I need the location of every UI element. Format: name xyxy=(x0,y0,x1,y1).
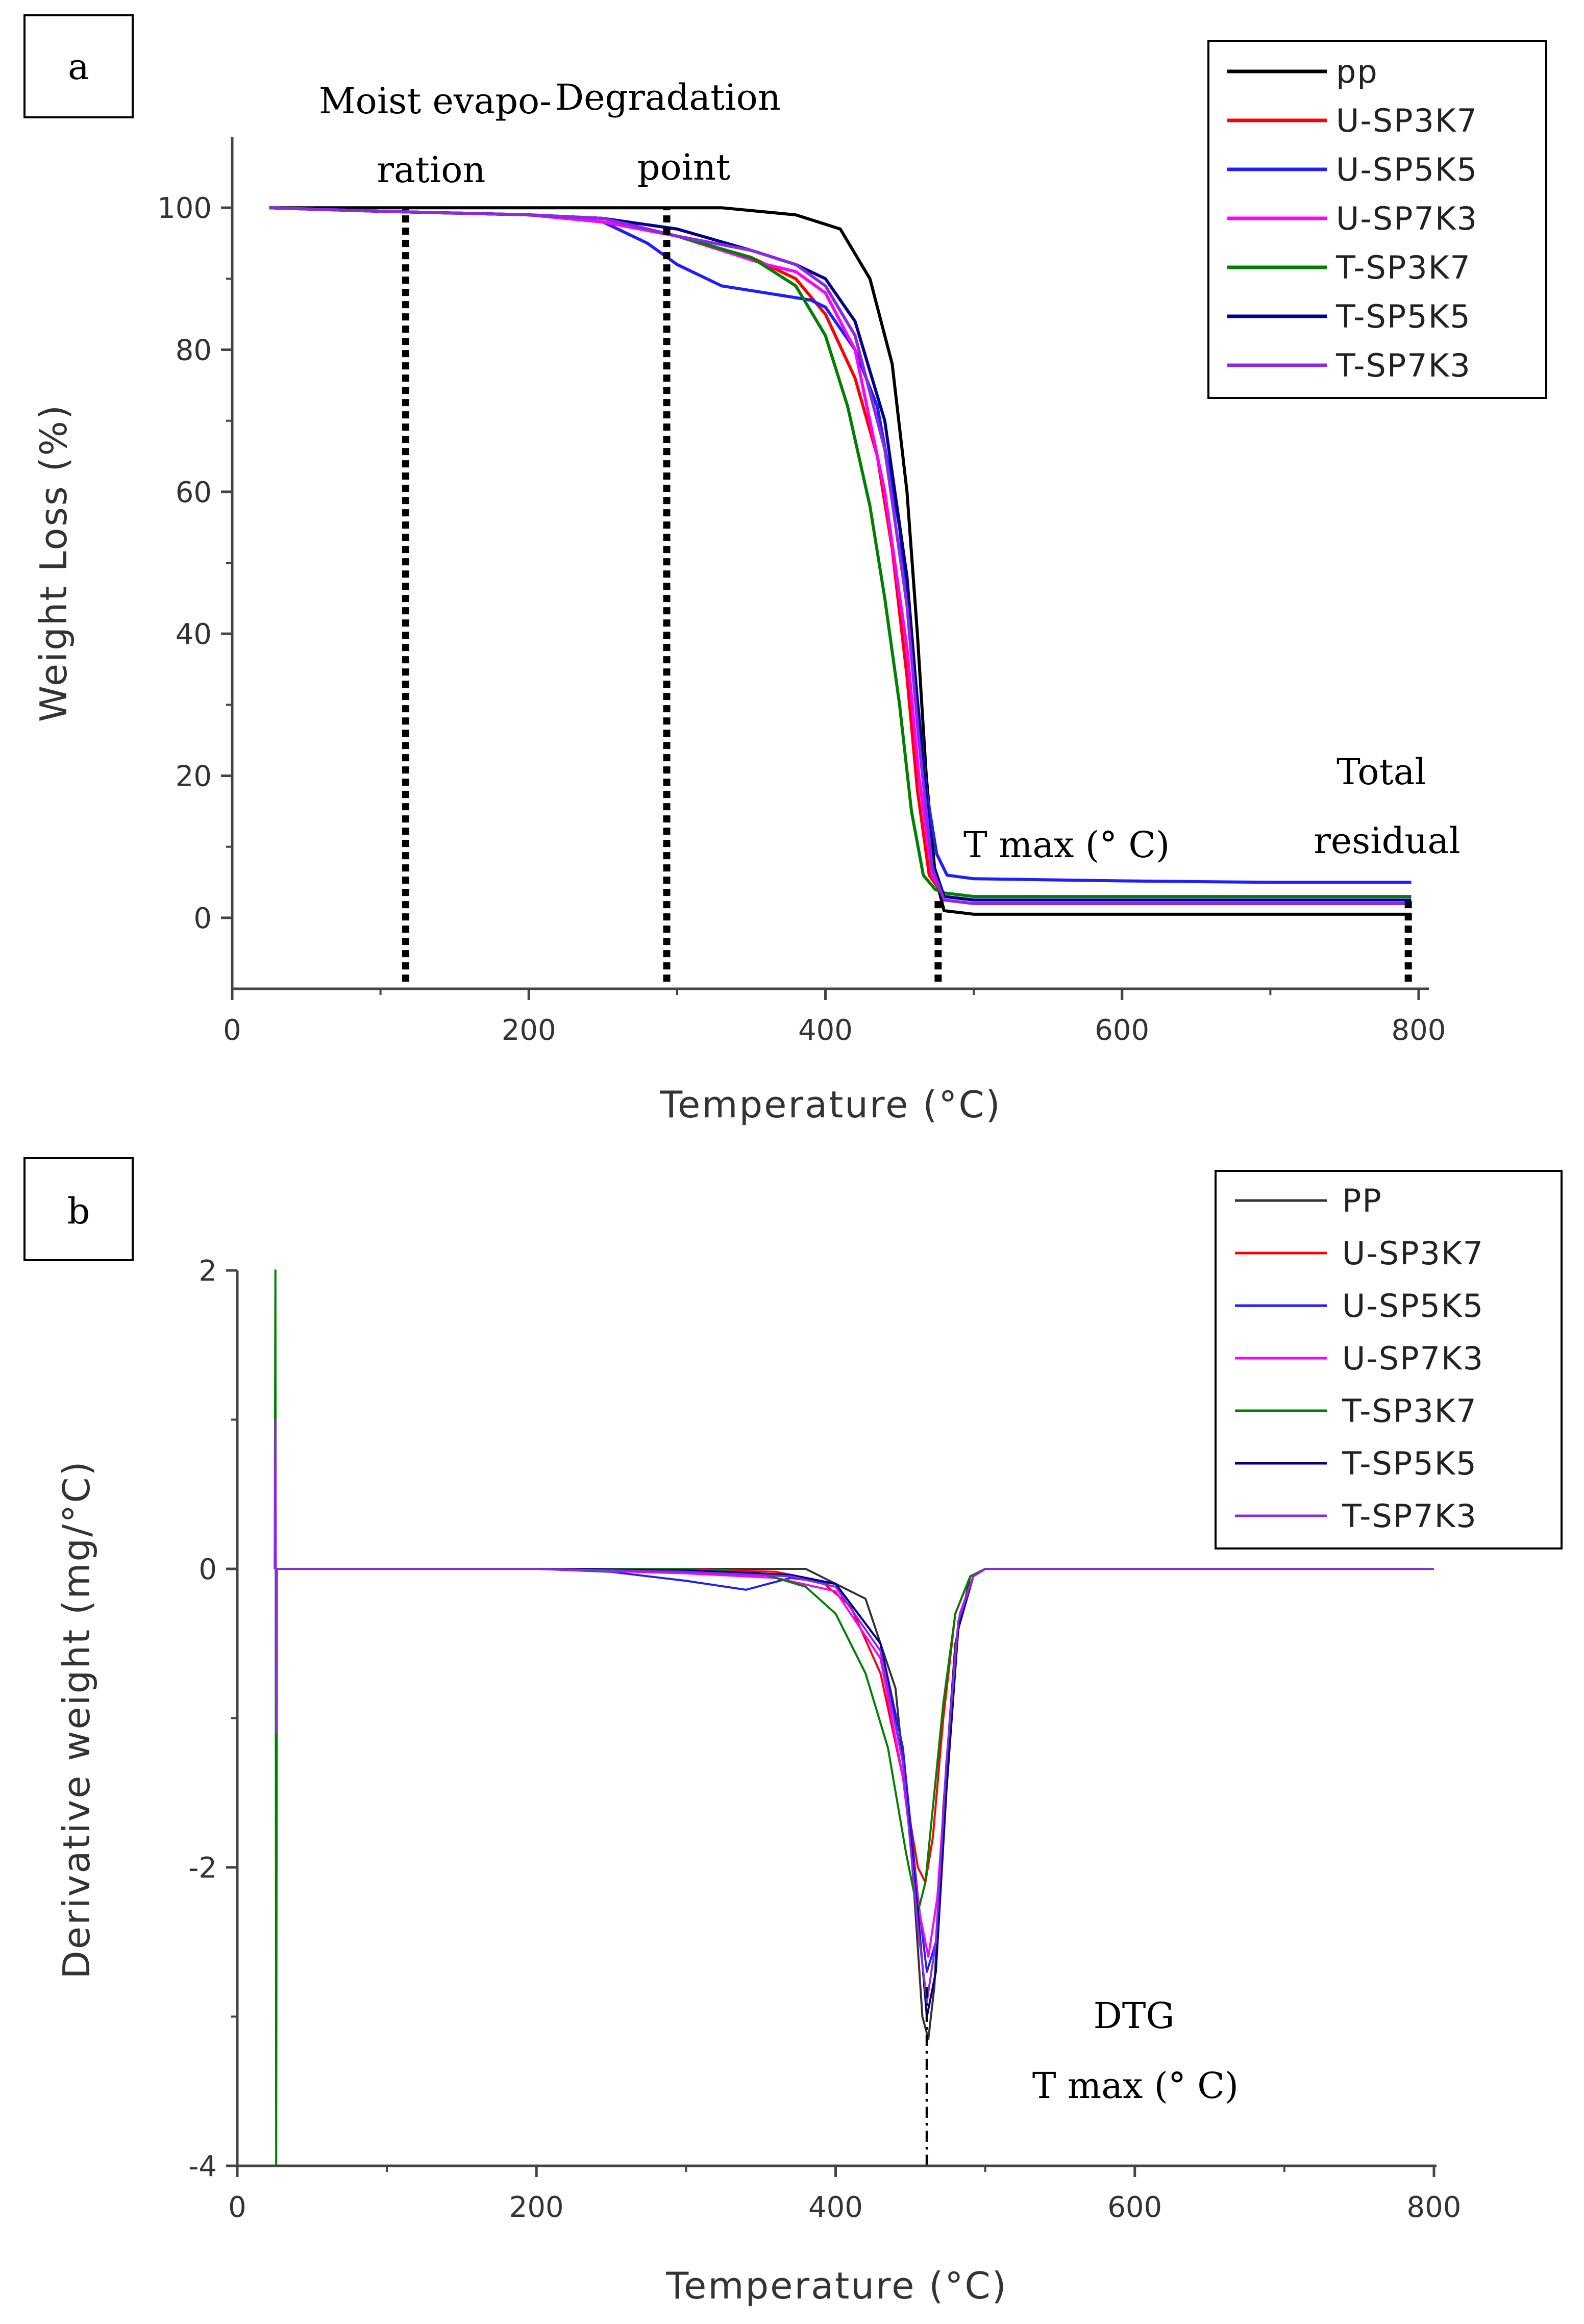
legend-label-a-u-sp5k5: U-SP5K5 xyxy=(1336,151,1478,188)
series-line-b-u-sp7k3 xyxy=(275,1568,1434,1958)
legend-label-b-t-sp3k7: T-SP3K7 xyxy=(1342,1392,1477,1430)
panel-a-xtick-label: 200 xyxy=(502,1014,556,1047)
panel-a-x-ticks: 0 200 400 600 800 xyxy=(223,989,1446,1047)
panel-a-markers xyxy=(402,208,1412,982)
panel-a-ytick-label: 0 xyxy=(193,902,212,935)
legend-label-a-t-sp3k7: T-SP3K7 xyxy=(1335,249,1471,286)
series-line-a-t-sp7k3 xyxy=(269,206,1412,905)
panel-b-x-axis-title: Temperature (°C) xyxy=(665,2264,1007,2307)
panel-b-xtick-label: 400 xyxy=(808,2191,863,2224)
panel-b-xtick-label: 200 xyxy=(509,2191,564,2224)
annotation-tmax-b: T max (° C) xyxy=(1032,2065,1239,2107)
annotation-degradation-line2: point xyxy=(637,146,731,188)
panel-b-ytick-label: 0 xyxy=(199,1553,217,1586)
annotation-total-residual-line1: Total xyxy=(1336,751,1426,793)
panel-b-label: b xyxy=(67,1190,90,1232)
legend-label-b-t-sp5k5: T-SP5K5 xyxy=(1342,1445,1477,1482)
legend-label-a-t-sp5k5: T-SP5K5 xyxy=(1335,298,1471,335)
panel-a-x-axis-title: Temperature (°C) xyxy=(659,1083,1001,1126)
panel-a-ytick-label: 60 xyxy=(176,476,212,509)
series-line-b-u-sp5k5 xyxy=(275,1568,1434,1973)
legend-label-b-t-sp7k3: T-SP7K3 xyxy=(1342,1497,1477,1535)
panel-a-series xyxy=(269,206,1412,916)
legend-label-b-u-sp3k7: U-SP3K7 xyxy=(1342,1235,1484,1272)
annotation-tmax-a: T max (° C) xyxy=(963,824,1170,866)
panel-b-ytick-label: -2 xyxy=(188,1852,217,1885)
panel-b-legend: PP U-SP3K7 U-SP5K5 U-SP7K3 T-SP3K7 T-SP5K5 T-S… xyxy=(1215,1170,1563,1550)
annotation-degradation-line1: Degradation xyxy=(555,77,781,118)
legend-label-a-pp: pp xyxy=(1336,53,1378,90)
panel-a-y-axis-title: Weight Loss (%) xyxy=(32,404,75,722)
series-line-b-t-sp7k3 xyxy=(274,1418,1434,2003)
panel-a-xtick-label: 0 xyxy=(223,1014,241,1047)
panel-a-ytick-label: 20 xyxy=(176,760,212,793)
panel-a-ytick-label: 100 xyxy=(157,192,212,225)
panel-b-series xyxy=(274,1269,1434,2167)
panel-b-y-ticks: -4 -2 0 2 xyxy=(188,1255,237,2183)
panel-a-label: a xyxy=(68,46,89,88)
annotation-moist-evaporation-line1: Moist evapo- xyxy=(319,80,552,122)
panel-a-legend-box xyxy=(1207,40,1547,399)
series-line-b-pp xyxy=(275,1568,1434,2040)
panel-b-ytick-label: 2 xyxy=(199,1255,217,1288)
panel-a-legend-items: pp U-SP3K7 U-SP5K5 U-SP7K3 T-SP3K7 T-SP5K5 T-S… xyxy=(1227,53,1478,384)
panel-a-label-box xyxy=(23,14,134,118)
panel-a-legend: pp U-SP3K7 U-SP5K5 U-SP7K3 T-SP3K7 T-SP5K5 T-S… xyxy=(1207,40,1547,399)
legend-label-b-pp: PP xyxy=(1342,1182,1382,1219)
legend-label-b-u-sp7k3: U-SP7K3 xyxy=(1342,1340,1484,1377)
panel-b-ytick-label: -4 xyxy=(188,2150,217,2183)
panel-b-label-box xyxy=(23,1157,134,1261)
panel-b-y-axis-title: Derivative weight (mg/°C) xyxy=(55,1460,98,1979)
panel-b-xtick-label: 800 xyxy=(1407,2191,1462,2224)
annotation-dtg: DTG xyxy=(1094,1995,1175,2037)
annotation-total-residual-line2: residual xyxy=(1314,820,1460,862)
panel-b-legend-box xyxy=(1215,1170,1563,1550)
panel-a-ytick-label: 80 xyxy=(176,334,212,367)
panel-a-ytick-label: 40 xyxy=(176,618,212,651)
panel-b-x-ticks: 0 200 400 600 800 xyxy=(228,2166,1461,2224)
legend-label-b-u-sp5k5: U-SP5K5 xyxy=(1342,1287,1484,1325)
panel-a: a 0 20 40 60 80 100 0 200 400 600 800 Temperature… xyxy=(23,14,1547,1126)
panel-a-xtick-label: 600 xyxy=(1095,1014,1149,1047)
annotation-moist-evaporation-line2: ration xyxy=(377,149,486,191)
panel-a-xtick-label: 400 xyxy=(798,1014,853,1047)
panel-b-xtick-label: 0 xyxy=(228,2191,246,2224)
series-line-b-t-sp5k5 xyxy=(275,1568,1434,2018)
panel-b: b -4-202 0 200 400 600 800 Temperature (°C) … xyxy=(23,1157,1563,2307)
panel-b-legend-items: PP U-SP3K7 U-SP5K5 U-SP7K3 T-SP3K7 T-SP5K5 T-S… xyxy=(1235,1182,1484,1535)
legend-label-a-u-sp7k3: U-SP7K3 xyxy=(1336,200,1478,237)
panel-a-xtick-label: 800 xyxy=(1392,1014,1446,1047)
legend-label-a-u-sp3k7: U-SP3K7 xyxy=(1336,102,1478,139)
panel-b-xtick-label: 600 xyxy=(1107,2191,1162,2224)
panel-a-y-ticks: 0 20 40 60 80 100 xyxy=(157,192,232,935)
legend-label-a-t-sp7k3: T-SP7K3 xyxy=(1335,347,1471,384)
series-line-a-pp xyxy=(269,206,1412,916)
series-line-b-u-sp3k7 xyxy=(275,1568,1434,1884)
